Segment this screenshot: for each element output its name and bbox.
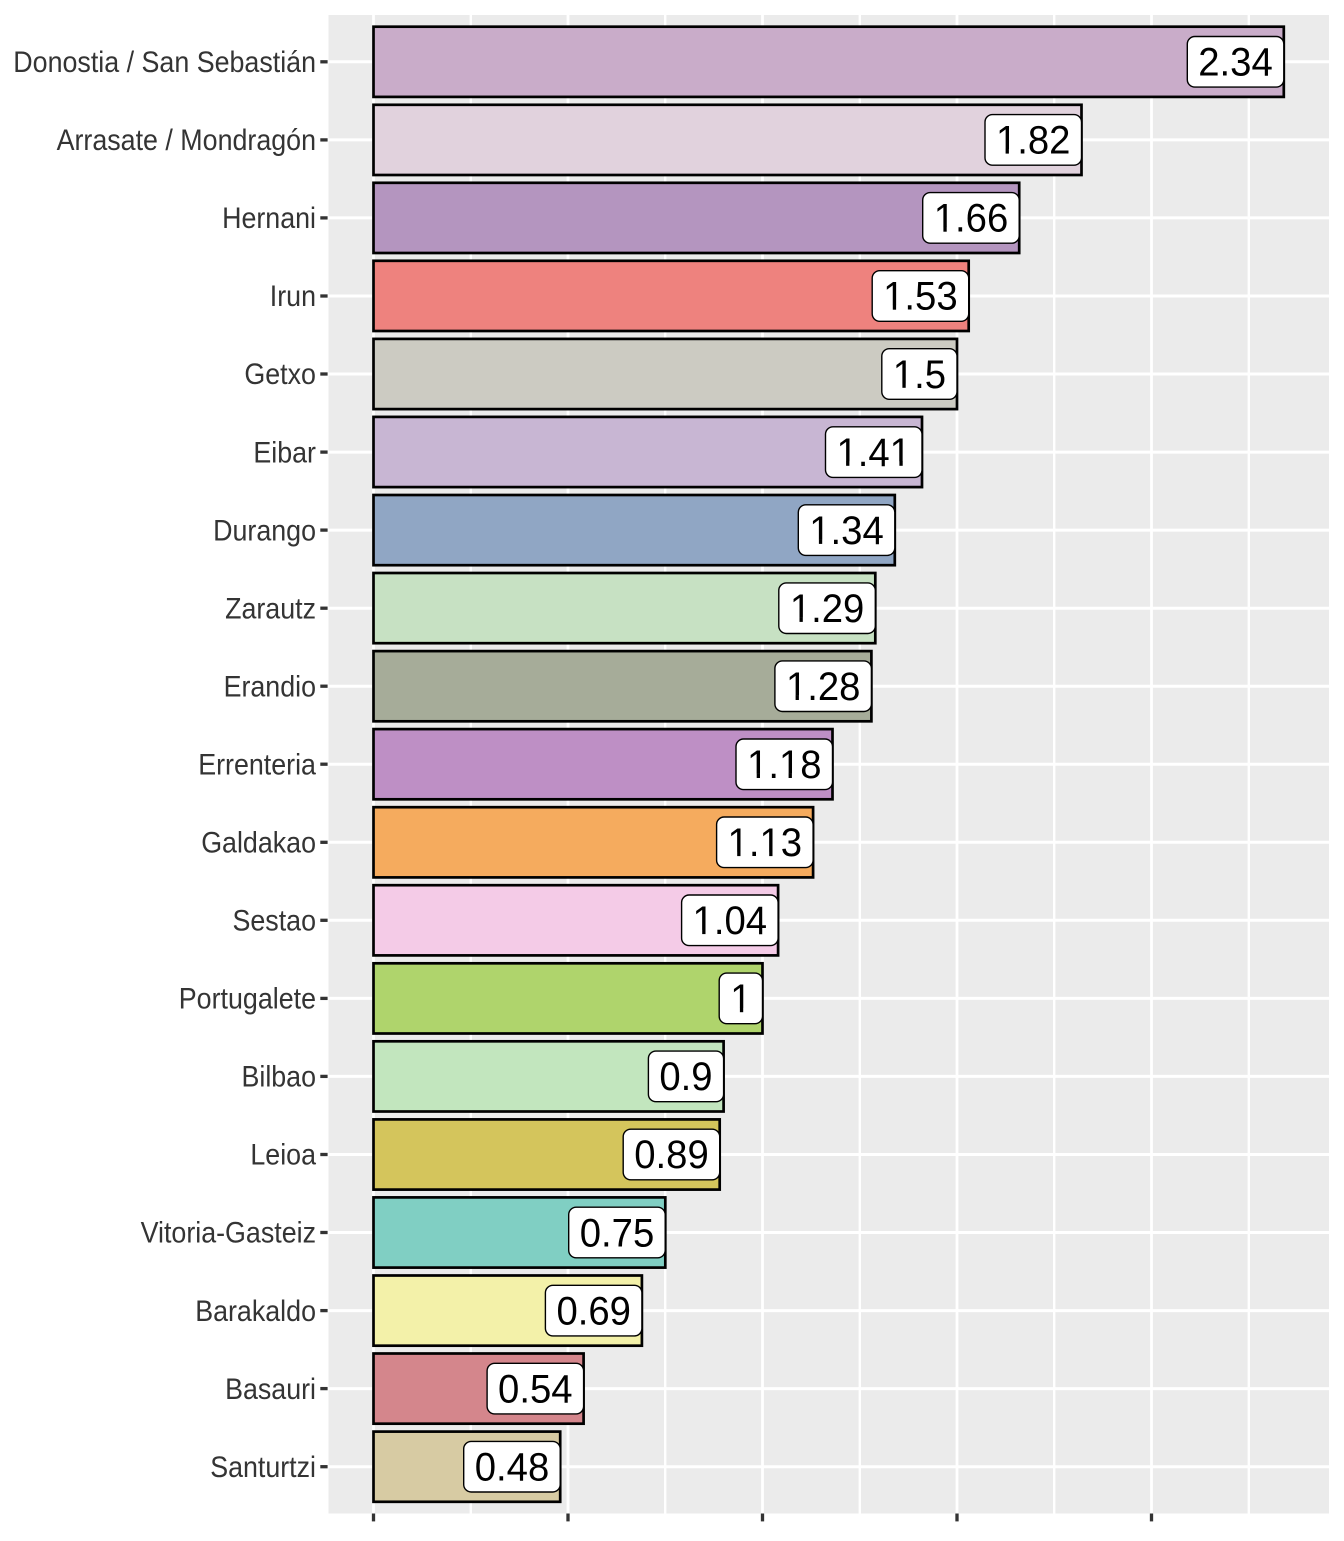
svg-text:Leioa: Leioa bbox=[250, 1139, 316, 1172]
svg-text:Bilbao: Bilbao bbox=[242, 1061, 317, 1094]
svg-text:0.54: 0.54 bbox=[498, 1367, 573, 1411]
svg-text:1.28: 1.28 bbox=[786, 665, 861, 709]
svg-text:Getxo: Getxo bbox=[244, 358, 316, 391]
svg-text:1.53: 1.53 bbox=[883, 275, 958, 319]
svg-text:Donostia / San Sebastián: Donostia / San Sebastián bbox=[13, 46, 316, 79]
svg-text:1.18: 1.18 bbox=[747, 743, 822, 787]
svg-text:1.5: 1.5 bbox=[893, 353, 946, 397]
svg-text:0.75: 0.75 bbox=[580, 1211, 655, 1255]
svg-text:1.34: 1.34 bbox=[809, 509, 884, 553]
svg-text:Erandio: Erandio bbox=[224, 670, 316, 703]
svg-text:1.41: 1.41 bbox=[836, 431, 911, 475]
svg-text:Portugalete: Portugalete bbox=[179, 983, 316, 1016]
svg-text:0.89: 0.89 bbox=[634, 1133, 709, 1177]
svg-text:Durango: Durango bbox=[213, 514, 316, 547]
svg-text:0.69: 0.69 bbox=[556, 1289, 631, 1333]
svg-text:Basauri: Basauri bbox=[225, 1373, 316, 1406]
svg-text:Zarautz: Zarautz bbox=[225, 592, 316, 625]
svg-text:1.66: 1.66 bbox=[934, 197, 1009, 241]
svg-text:1.13: 1.13 bbox=[728, 821, 803, 865]
svg-text:Sestao: Sestao bbox=[233, 905, 317, 938]
svg-text:Vitoria-Gasteiz: Vitoria-Gasteiz bbox=[141, 1217, 316, 1250]
svg-text:Galdakao: Galdakao bbox=[201, 827, 316, 860]
svg-text:Hernani: Hernani bbox=[222, 202, 316, 235]
svg-text:0.48: 0.48 bbox=[475, 1445, 550, 1489]
svg-text:2.34: 2.34 bbox=[1198, 41, 1273, 85]
svg-text:Barakaldo: Barakaldo bbox=[195, 1295, 316, 1328]
svg-text:Eibar: Eibar bbox=[253, 436, 316, 469]
svg-text:1.04: 1.04 bbox=[693, 899, 768, 943]
svg-text:Santurtzi: Santurtzi bbox=[210, 1451, 316, 1484]
svg-text:0.9: 0.9 bbox=[659, 1055, 712, 1099]
svg-text:1.29: 1.29 bbox=[790, 587, 865, 631]
svg-text:Errenteria: Errenteria bbox=[198, 749, 316, 782]
svg-text:1.82: 1.82 bbox=[996, 119, 1071, 163]
svg-text:Irun: Irun bbox=[270, 280, 316, 313]
svg-text:1: 1 bbox=[730, 977, 751, 1021]
svg-text:Arrasate / Mondragón: Arrasate / Mondragón bbox=[57, 124, 316, 157]
